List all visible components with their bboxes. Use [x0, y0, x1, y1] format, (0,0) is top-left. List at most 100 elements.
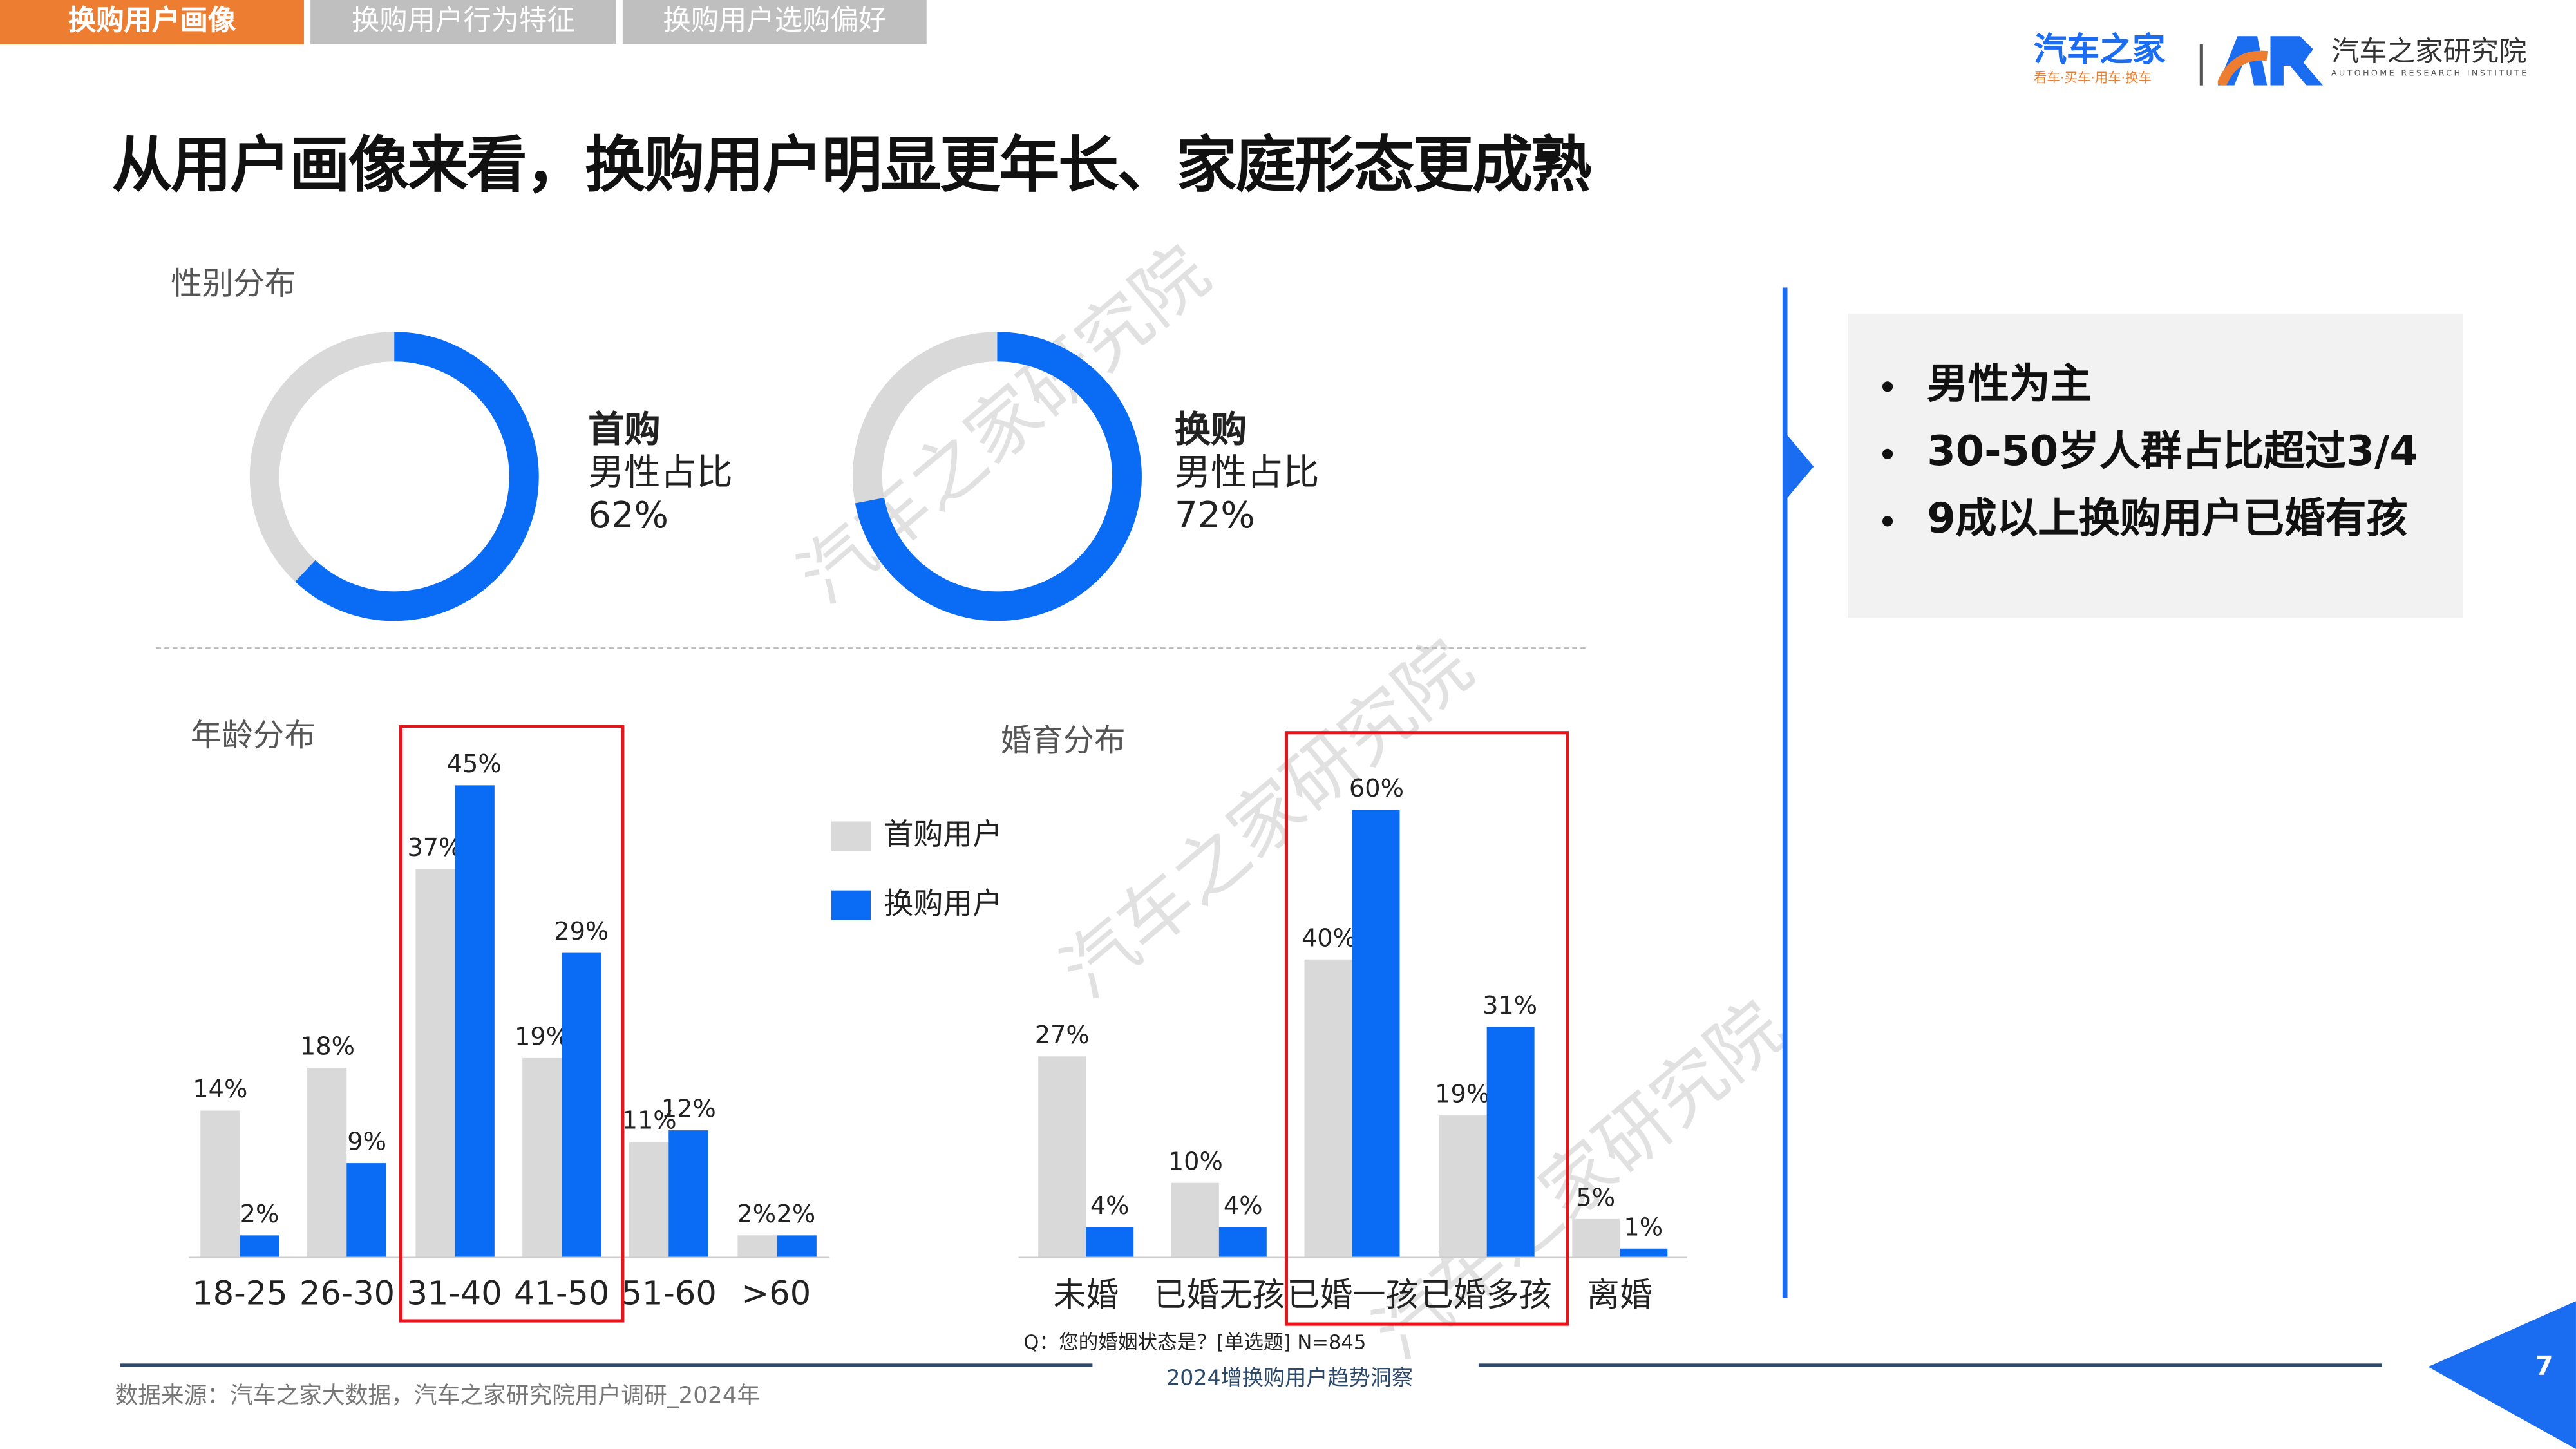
summary-box: • 男性为主 • 30-50岁人群占比超过3/4 • 9成以上换购用户已婚有孩 — [1848, 314, 2463, 618]
tab-purchase-preference[interactable]: 换购用户选购偏好 — [622, 0, 927, 44]
bar-repeat-purchase — [1086, 1227, 1134, 1257]
bar-first-purchase — [629, 1141, 669, 1257]
data-label: 19% — [1435, 1079, 1490, 1109]
donut-metric: 男性占比 — [588, 453, 733, 495]
bar-repeat-purchase — [240, 1235, 279, 1257]
bar-first-purchase — [1438, 1115, 1486, 1257]
legend-item-repeat: 换购用户 — [831, 880, 1002, 923]
data-label: 10% — [1168, 1146, 1223, 1176]
institute-name: 汽车之家研究院 AUTOHOME RESEARCH INSTITUTE — [2331, 36, 2529, 79]
category-label: 31-40 — [406, 1273, 502, 1313]
data-label: 4% — [1223, 1191, 1263, 1221]
bar-repeat-purchase — [347, 1162, 387, 1257]
legend-label: 换购用户 — [884, 887, 1003, 922]
summary-item: • 男性为主 — [1878, 359, 2092, 408]
data-label: 11% — [621, 1105, 677, 1135]
institute-en: AUTOHOME RESEARCH INSTITUTE — [2331, 69, 2529, 79]
summary-item: • 30-50岁人群占比超过3/4 — [1878, 427, 2418, 475]
logo-divider — [2199, 44, 2203, 86]
autohome-logo: 汽车之家 看车·买车·用车·换车 — [2034, 30, 2165, 87]
bar-repeat-purchase — [1619, 1249, 1667, 1257]
summary-item: • 9成以上换购用户已婚有孩 — [1878, 494, 2408, 542]
bar-first-purchase — [200, 1110, 240, 1257]
page-title: 从用户画像来看，换购用户明显更年长、家庭形态更成熟 — [111, 129, 1591, 201]
logo-brand: 汽车之家 — [2034, 29, 2166, 70]
data-label: 31% — [1482, 990, 1538, 1020]
logo-slogan: 看车·买车·用车·换车 — [2034, 70, 2152, 86]
donut-male-share — [852, 332, 1142, 621]
pointer-arrow-icon — [1787, 435, 1814, 498]
data-label: 9% — [347, 1126, 386, 1156]
category-label: 41-50 — [514, 1273, 610, 1313]
category-label: 已婚一孩 — [1287, 1274, 1419, 1314]
bar-repeat-purchase — [562, 952, 601, 1257]
data-label: 37% — [407, 833, 462, 863]
tab-user-behavior[interactable]: 换购用户行为特征 — [310, 0, 616, 44]
report-name: 2024增换购用户趋势洞察 — [1166, 1367, 1414, 1392]
legend-swatch — [831, 890, 871, 920]
footer-line-left — [120, 1363, 1093, 1367]
legend: 首购用户 换购用户 — [831, 811, 1002, 923]
data-label: 2% — [776, 1199, 816, 1229]
bar-first-purchase — [415, 869, 455, 1257]
data-source: 数据来源：汽车之家大数据，汽车之家研究院用户调研_2024年 — [115, 1383, 761, 1410]
donut-male-share — [249, 332, 539, 621]
bar-repeat-purchase — [776, 1235, 816, 1257]
data-label: 5% — [1576, 1183, 1616, 1213]
section-divider — [156, 647, 1586, 649]
page-number: 7 — [2535, 1350, 2553, 1382]
category-label: 已婚多孩 — [1420, 1274, 1552, 1314]
data-label: 12% — [661, 1095, 716, 1125]
tab-user-profile[interactable]: 换购用户画像 — [0, 0, 304, 44]
donut-repeat-purchase — [852, 332, 1142, 621]
summary-text: 30-50岁人群占比超过3/4 — [1927, 427, 2418, 475]
bar-first-purchase — [1571, 1219, 1620, 1257]
bar-first-purchase — [737, 1235, 777, 1257]
donut-first-purchase — [249, 332, 539, 621]
data-label: 18% — [299, 1032, 355, 1062]
data-label: 14% — [193, 1074, 248, 1104]
donut-name: 首购 — [588, 410, 661, 452]
donut-first-label: 首购 男性占比 62% — [588, 411, 733, 539]
footer-line-right — [1478, 1363, 2382, 1367]
institute-cn: 汽车之家研究院 — [2331, 36, 2527, 70]
data-label: 1% — [1624, 1213, 1663, 1243]
category-label: 26-30 — [299, 1273, 395, 1313]
category-label: 已婚无孩 — [1153, 1274, 1285, 1314]
donut-metric: 男性占比 — [1174, 453, 1320, 495]
bar-repeat-purchase — [454, 785, 494, 1257]
data-label: 29% — [554, 916, 609, 947]
bar-first-purchase — [522, 1057, 562, 1257]
data-label: 2% — [240, 1199, 279, 1229]
data-label: 2% — [737, 1199, 777, 1229]
bar-first-purchase — [1171, 1182, 1220, 1257]
data-label: 40% — [1301, 923, 1357, 953]
data-label: 27% — [1034, 1019, 1090, 1050]
vertical-accent-line — [1782, 287, 1788, 1298]
bar-repeat-purchase — [668, 1131, 708, 1257]
gender-section-title: 性别分布 — [171, 266, 296, 303]
x-axis — [189, 1256, 830, 1259]
age-highlight-box — [399, 724, 625, 1323]
category-label: 18-25 — [192, 1273, 288, 1313]
donut-name: 换购 — [1174, 410, 1247, 452]
data-label: 4% — [1090, 1191, 1130, 1221]
donut-value: 62% — [588, 496, 669, 538]
data-label: 45% — [446, 748, 502, 779]
summary-text: 男性为主 — [1927, 359, 2092, 408]
marital-highlight-box — [1284, 731, 1569, 1326]
donut-repeat-label: 换购 男性占比 72% — [1175, 411, 1320, 539]
category-label: 未婚 — [1053, 1274, 1119, 1314]
legend-swatch — [831, 821, 871, 851]
marital-chart-title: 婚育分布 — [1000, 723, 1126, 759]
category-label: 51-60 — [621, 1273, 717, 1313]
age-chart-title: 年龄分布 — [190, 717, 316, 754]
bar-first-purchase — [1038, 1056, 1086, 1257]
bar-repeat-purchase — [1352, 810, 1401, 1257]
x-axis — [1018, 1256, 1687, 1259]
bar-repeat-purchase — [1486, 1026, 1534, 1257]
category-label: >60 — [741, 1273, 811, 1313]
bar-first-purchase — [307, 1068, 348, 1257]
bar-repeat-purchase — [1219, 1227, 1267, 1257]
